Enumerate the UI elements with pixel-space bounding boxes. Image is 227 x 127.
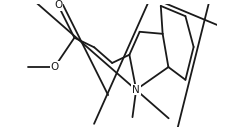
Text: O: O [54,0,62,10]
Text: N: N [132,85,139,95]
Text: O: O [50,62,59,72]
